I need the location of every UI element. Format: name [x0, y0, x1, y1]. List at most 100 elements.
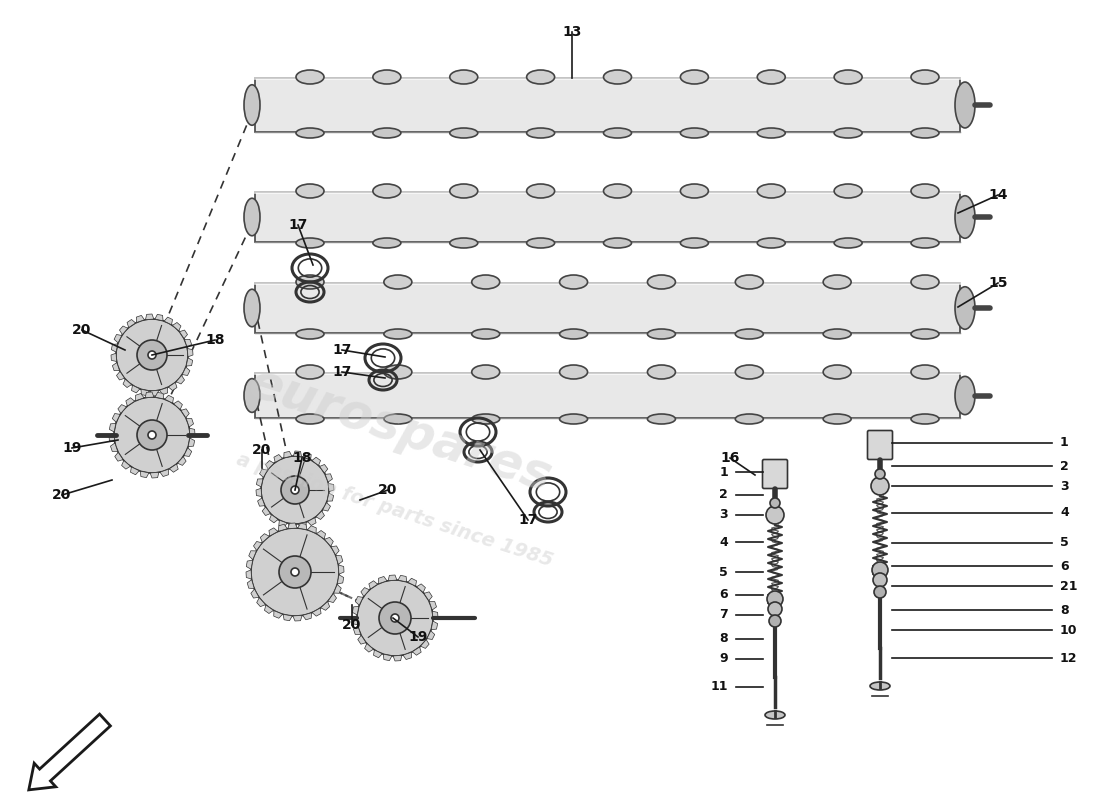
- Ellipse shape: [450, 238, 477, 248]
- Ellipse shape: [735, 275, 763, 289]
- Text: 20: 20: [378, 483, 398, 497]
- Polygon shape: [111, 354, 117, 362]
- Ellipse shape: [648, 365, 675, 379]
- Polygon shape: [420, 639, 429, 649]
- Polygon shape: [155, 392, 164, 399]
- Text: 16: 16: [720, 451, 739, 465]
- Ellipse shape: [450, 184, 477, 198]
- Polygon shape: [302, 453, 311, 460]
- Polygon shape: [284, 451, 292, 458]
- Polygon shape: [120, 326, 128, 334]
- Text: 3: 3: [1060, 479, 1068, 493]
- Circle shape: [148, 431, 156, 439]
- Polygon shape: [186, 418, 194, 427]
- Text: eurospares: eurospares: [242, 358, 558, 502]
- Ellipse shape: [834, 70, 862, 84]
- Polygon shape: [312, 608, 321, 616]
- Ellipse shape: [955, 82, 975, 128]
- Polygon shape: [424, 592, 432, 601]
- Ellipse shape: [560, 365, 587, 379]
- Polygon shape: [261, 534, 270, 542]
- Ellipse shape: [244, 85, 260, 126]
- Polygon shape: [417, 584, 426, 593]
- Polygon shape: [126, 319, 135, 327]
- Circle shape: [358, 580, 433, 656]
- Polygon shape: [177, 457, 186, 466]
- Polygon shape: [145, 392, 154, 398]
- Polygon shape: [283, 614, 293, 621]
- Polygon shape: [131, 467, 140, 474]
- Polygon shape: [352, 606, 359, 615]
- Polygon shape: [432, 611, 438, 620]
- Polygon shape: [117, 371, 124, 380]
- Ellipse shape: [681, 128, 708, 138]
- Text: 20: 20: [53, 488, 72, 502]
- Text: 20: 20: [73, 323, 91, 337]
- Text: 1: 1: [719, 466, 728, 478]
- Polygon shape: [169, 464, 178, 472]
- Text: 7: 7: [719, 609, 728, 622]
- Polygon shape: [329, 483, 334, 492]
- Circle shape: [874, 586, 886, 598]
- Polygon shape: [264, 605, 274, 614]
- Circle shape: [116, 319, 188, 391]
- Ellipse shape: [911, 414, 939, 424]
- Circle shape: [766, 506, 784, 524]
- Polygon shape: [145, 314, 154, 319]
- Text: 18: 18: [293, 451, 311, 465]
- Polygon shape: [182, 409, 189, 418]
- Text: a passion for parts since 1985: a passion for parts since 1985: [234, 450, 556, 570]
- Text: 5: 5: [719, 566, 728, 578]
- Polygon shape: [431, 621, 438, 630]
- Polygon shape: [412, 647, 421, 655]
- Polygon shape: [251, 589, 258, 598]
- Ellipse shape: [757, 238, 785, 248]
- Polygon shape: [328, 594, 337, 602]
- Ellipse shape: [560, 414, 587, 424]
- Ellipse shape: [472, 329, 499, 339]
- Circle shape: [138, 420, 167, 450]
- Ellipse shape: [373, 238, 400, 248]
- Text: 17: 17: [332, 343, 352, 357]
- Circle shape: [279, 556, 311, 588]
- Polygon shape: [361, 587, 370, 597]
- Polygon shape: [110, 443, 118, 451]
- Circle shape: [114, 397, 190, 473]
- Ellipse shape: [911, 365, 939, 379]
- Polygon shape: [109, 433, 114, 442]
- Polygon shape: [352, 616, 358, 625]
- Polygon shape: [111, 344, 118, 352]
- Polygon shape: [188, 438, 195, 446]
- Polygon shape: [383, 654, 392, 661]
- Ellipse shape: [757, 70, 785, 84]
- Polygon shape: [355, 597, 363, 606]
- Ellipse shape: [735, 414, 763, 424]
- Ellipse shape: [450, 70, 477, 84]
- Ellipse shape: [373, 184, 400, 198]
- Text: 1: 1: [1060, 437, 1069, 450]
- Polygon shape: [429, 602, 437, 610]
- Text: 6: 6: [1060, 559, 1068, 573]
- Polygon shape: [125, 398, 134, 406]
- Polygon shape: [293, 615, 303, 621]
- Ellipse shape: [911, 329, 939, 339]
- Polygon shape: [364, 643, 373, 652]
- Ellipse shape: [244, 290, 260, 326]
- Ellipse shape: [384, 365, 411, 379]
- Text: 19: 19: [63, 441, 81, 455]
- Polygon shape: [256, 488, 262, 497]
- Polygon shape: [336, 555, 343, 564]
- Polygon shape: [331, 546, 339, 555]
- Polygon shape: [374, 650, 382, 658]
- Ellipse shape: [823, 365, 851, 379]
- Ellipse shape: [472, 275, 499, 289]
- Polygon shape: [122, 461, 131, 469]
- Text: 14: 14: [988, 188, 1008, 202]
- Polygon shape: [294, 451, 301, 457]
- Text: 5: 5: [1060, 537, 1069, 550]
- Polygon shape: [173, 322, 182, 331]
- Ellipse shape: [681, 70, 708, 84]
- Circle shape: [292, 486, 299, 494]
- Polygon shape: [255, 283, 960, 333]
- Polygon shape: [388, 575, 397, 581]
